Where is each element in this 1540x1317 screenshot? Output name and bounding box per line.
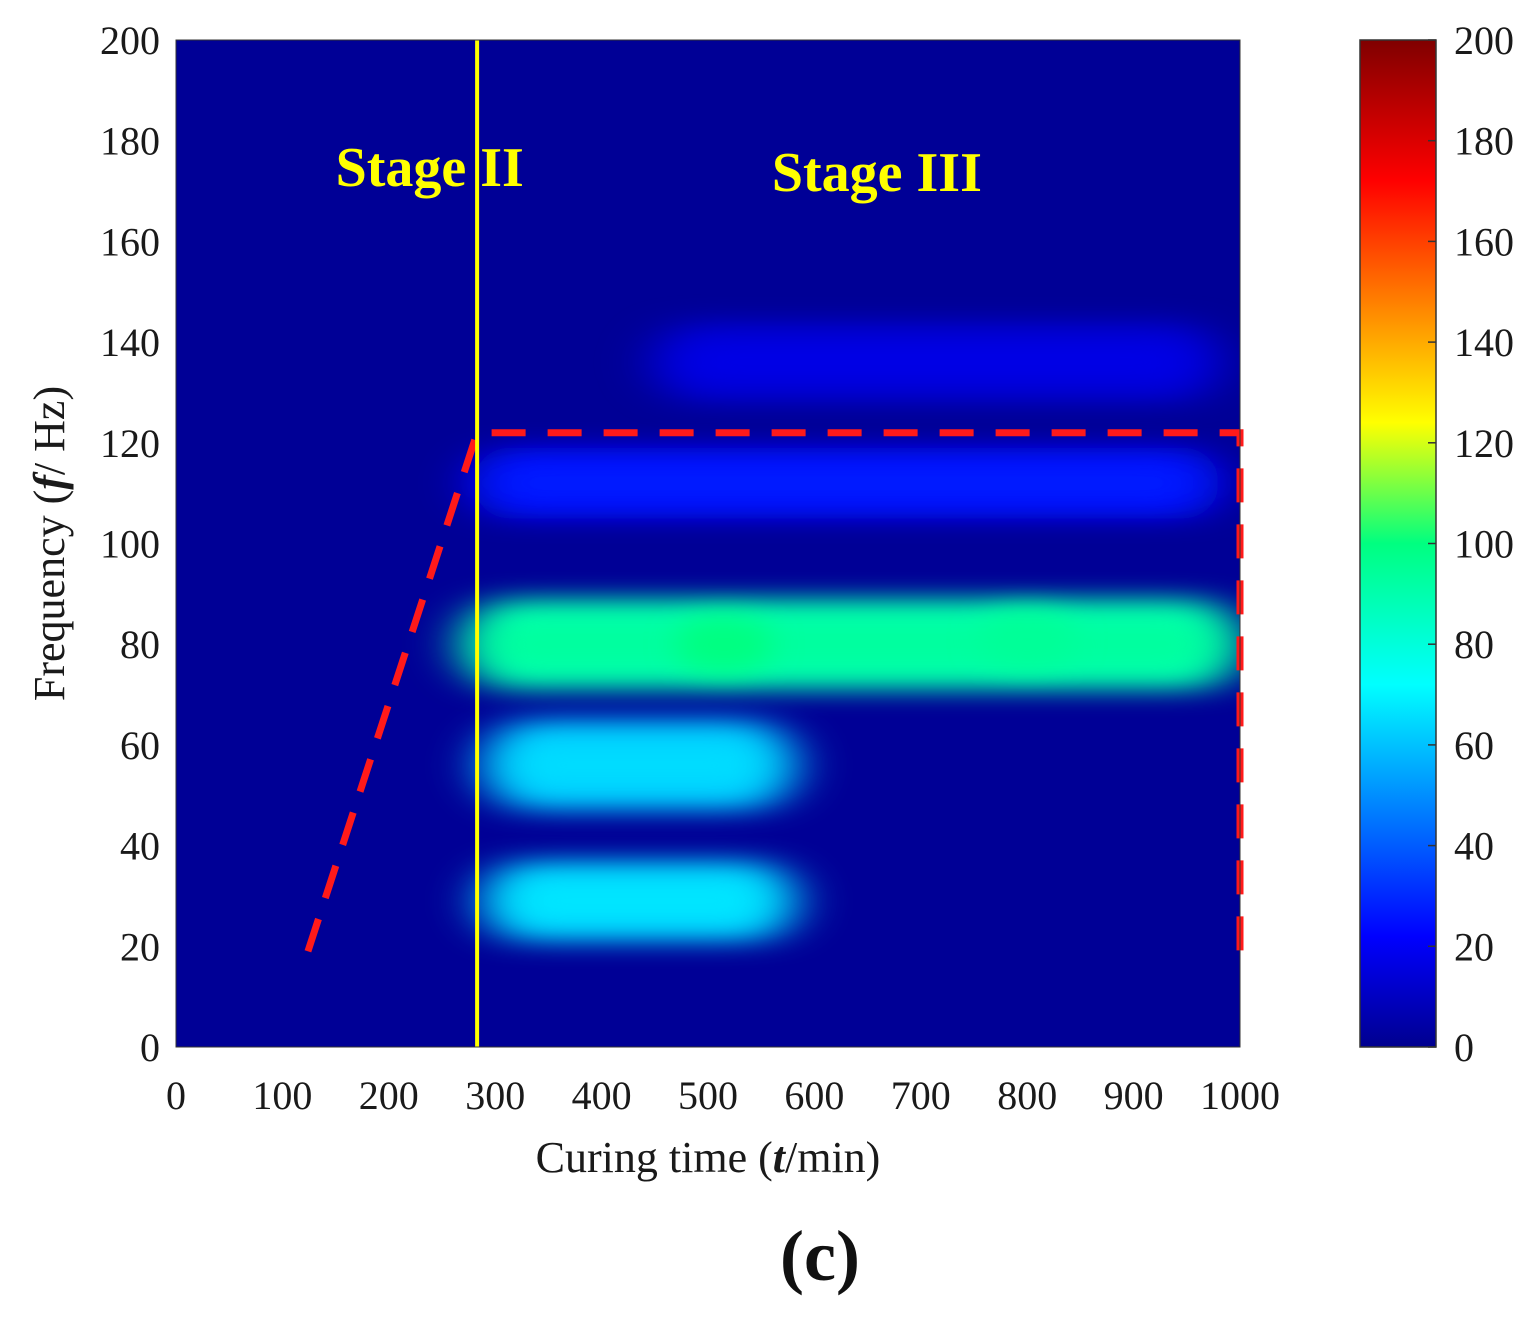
y-tick-label: 40: [120, 824, 160, 869]
colorbar-tick-label: 140: [1454, 320, 1514, 365]
x-tick-label: 1000: [1200, 1073, 1280, 1118]
axes: 0 100 200 300 400 500 600 700 800 900 1000 0 20 40 60 8…: [25, 18, 1280, 1182]
y-tick-label: 80: [120, 622, 160, 667]
y-axis-label-part: / Hz): [25, 386, 74, 475]
colorbar: 0 20 40 60 80 100 120 140 160 180 200: [1359, 18, 1514, 1070]
colorbar-tick-label: 0: [1454, 1025, 1474, 1070]
x-tick-label: 0: [166, 1073, 186, 1118]
heatmap-plot: [176, 40, 1240, 1047]
x-tick-label: 500: [678, 1073, 738, 1118]
heatmap-hotspot: [977, 613, 1078, 666]
y-axis-label-part: f: [25, 471, 74, 490]
x-tick-label: 800: [997, 1073, 1057, 1118]
plot-frame: [175, 39, 1241, 1048]
y-tick-label: 180: [100, 119, 160, 164]
x-tick-label: 900: [1104, 1073, 1164, 1118]
colorbar-tick-label: 160: [1454, 219, 1514, 264]
y-axis-label-part: Frequency (: [25, 490, 74, 701]
colorbar-tick-label: 120: [1454, 421, 1514, 466]
y-tick-label: 60: [120, 723, 160, 768]
x-tick-label: 600: [784, 1073, 844, 1118]
x-axis-label: Curing time (t/min): [536, 1133, 881, 1182]
colorbar-ramp: [1359, 39, 1437, 1048]
x-tick-label: 700: [891, 1073, 951, 1118]
x-tick-label: 200: [359, 1073, 419, 1118]
heatmap-band-core: [504, 883, 774, 919]
x-axis-label-part: t: [773, 1133, 787, 1182]
annotation-layer: Stage II Stage III: [304, 40, 1244, 1047]
colorbar-tick-label: 80: [1454, 622, 1494, 667]
y-tick-label: 200: [100, 18, 160, 63]
y-axis-label: Frequency (f/ Hz): [25, 386, 74, 701]
x-tick-label: 300: [465, 1073, 525, 1118]
colorbar-tick-label: 60: [1454, 723, 1494, 768]
x-axis-label-part: /min): [785, 1133, 880, 1182]
y-tick-label: 160: [100, 219, 160, 264]
heatmap-band-core: [483, 624, 1220, 665]
stage-label: Stage II: [336, 137, 524, 199]
y-tick-label: 0: [140, 1025, 160, 1070]
y-tick-label: 20: [120, 924, 160, 969]
y-tick-label: 100: [100, 522, 160, 567]
dashed-region-outline: [304, 429, 1244, 953]
colorbar-tick-label: 180: [1454, 119, 1514, 164]
panel-label: (c): [780, 1216, 860, 1296]
colorbar-tick-label: 40: [1454, 824, 1494, 869]
heatmap-band-core: [504, 745, 774, 785]
x-tick-label: 400: [572, 1073, 632, 1118]
colorbar-tick-label: 20: [1454, 924, 1494, 969]
y-tick-label: 140: [100, 320, 160, 365]
y-tick-label: 120: [100, 421, 160, 466]
colorbar-tick-label: 200: [1454, 18, 1514, 63]
stage-label: Stage III: [772, 142, 982, 204]
x-axis-label-part: Curing time (: [536, 1133, 773, 1182]
heatmap-band-core: [674, 344, 1199, 380]
heatmap-hotspot: [673, 618, 774, 671]
heatmap-band-core: [493, 467, 1199, 499]
colorbar-tick-label: 100: [1454, 522, 1514, 567]
x-tick-label: 100: [252, 1073, 312, 1118]
